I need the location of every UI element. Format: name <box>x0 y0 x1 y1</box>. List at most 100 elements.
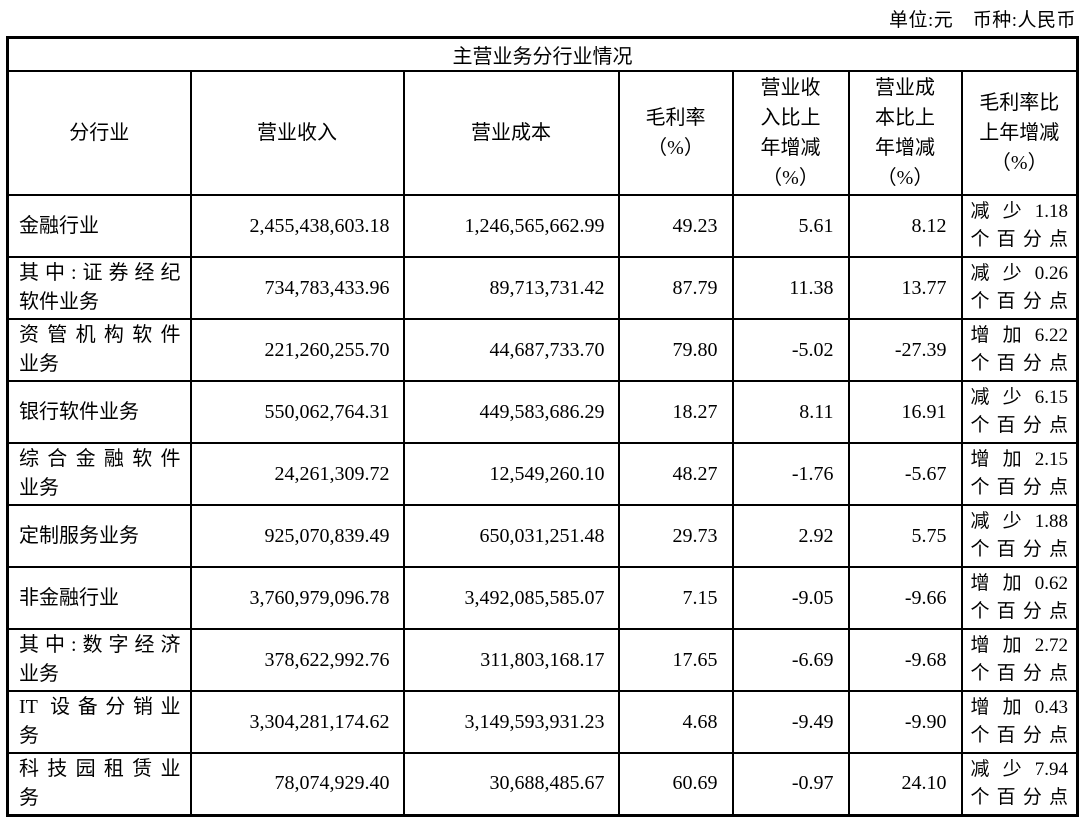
cell-cost-yoy: -9.68 <box>847 628 963 692</box>
industry-label-line: IT 设备分销业 <box>19 696 181 718</box>
cell-industry: 综合金融软件 业务 <box>6 442 192 506</box>
industry-label-line: 其中:证券经纪 <box>19 262 181 284</box>
table-body: 金融行业 2,455,438,603.18 1,246,565,662.99 49.2… <box>6 194 1079 816</box>
header-cost: 营业成本 <box>402 70 620 196</box>
table-row: 其中:数字经济 业务 378,622,992.76 311,803,168.17 17.… <box>6 628 1079 692</box>
cell-margin-yoy: 增加0.62 个百分点 <box>960 566 1079 630</box>
cell-margin: 7.15 <box>617 566 734 630</box>
cell-revenue-yoy: 11.38 <box>731 256 850 320</box>
cell-revenue: 550,062,764.31 <box>189 380 405 444</box>
industry-label-line: 软件业务 <box>19 291 99 313</box>
margin-yoy-line: 增加2.15 <box>970 449 1069 470</box>
industry-label-line: 业务 <box>19 477 59 499</box>
cell-revenue: 3,760,979,096.78 <box>189 566 405 630</box>
table-row: 定制服务业务 925,070,839.49 650,031,251.48 29.73 2… <box>6 504 1079 568</box>
cell-margin-yoy: 减少0.26 个百分点 <box>960 256 1079 320</box>
cell-revenue: 378,622,992.76 <box>189 628 405 692</box>
cell-cost: 12,549,260.10 <box>402 442 620 506</box>
cell-industry: 金融行业 <box>6 194 192 258</box>
cell-revenue: 925,070,839.49 <box>189 504 405 568</box>
cell-margin: 4.68 <box>617 690 734 754</box>
unit-currency-note: 单位:元 币种:人民币 <box>888 10 1076 31</box>
industry-label-line: 定制服务业务 <box>19 524 139 547</box>
cell-cost: 44,687,733.70 <box>402 318 620 382</box>
margin-yoy-line: 增加0.62 <box>970 573 1069 594</box>
cell-revenue: 3,304,281,174.62 <box>189 690 405 754</box>
margin-yoy-line: 个百分点 <box>970 415 1069 436</box>
table-row: 其中:证券经纪 软件业务 734,783,433.96 89,713,731.42 87… <box>6 256 1079 320</box>
industry-label-line: 资管机构软件 <box>19 324 181 346</box>
cell-cost-yoy: 5.75 <box>847 504 963 568</box>
margin-yoy-line: 个百分点 <box>970 353 1069 374</box>
industry-label-line: 业务 <box>19 353 59 375</box>
cell-margin-yoy: 减少1.88 个百分点 <box>960 504 1079 568</box>
margin-yoy-line: 减少7.94 <box>970 758 1069 780</box>
cell-margin: 48.27 <box>617 442 734 506</box>
cell-revenue: 2,455,438,603.18 <box>189 194 405 258</box>
industry-label-line: 业务 <box>19 663 59 685</box>
table-title: 主营业务分行业情况 <box>6 36 1079 72</box>
table-header-row: 分行业 营业收入 营业成本 毛利率（%） 营业收入比上年增减（%） 营业成本比上… <box>6 70 1079 196</box>
cell-revenue: 221,260,255.70 <box>189 318 405 382</box>
table-row: 综合金融软件 业务 24,261,309.72 12,549,260.10 48.27-… <box>6 442 1079 506</box>
cell-revenue-yoy: 8.11 <box>731 380 850 444</box>
margin-yoy-line: 个百分点 <box>970 663 1069 684</box>
cell-margin-yoy: 增加6.22 个百分点 <box>960 318 1079 382</box>
cell-cost-yoy: -5.67 <box>847 442 963 506</box>
cell-industry: IT 设备分销业务 <box>6 690 192 754</box>
cell-margin: 87.79 <box>617 256 734 320</box>
cell-margin-yoy: 增加2.15 个百分点 <box>960 442 1079 506</box>
cell-revenue-yoy: -9.49 <box>731 690 850 754</box>
cell-cost-yoy: 16.91 <box>847 380 963 444</box>
header-gross-margin: 毛利率（%） <box>617 70 734 196</box>
margin-yoy-line: 个百分点 <box>970 725 1069 746</box>
cell-cost-yoy: -9.66 <box>847 566 963 630</box>
cell-cost: 650,031,251.48 <box>402 504 620 568</box>
industry-label-line: 非金融行业 <box>19 586 119 609</box>
cell-industry: 其中:数字经济 业务 <box>6 628 192 692</box>
table-row: 资管机构软件 业务 221,260,255.70 44,687,733.70 79.80… <box>6 318 1079 382</box>
cell-margin: 60.69 <box>617 752 734 816</box>
industry-label-line: 务 <box>19 725 39 747</box>
header-revenue: 营业收入 <box>189 70 405 196</box>
header-cost-yoy: 营业成本比上年增减（%） <box>847 70 963 196</box>
industry-label-line: 综合金融软件 <box>19 448 181 470</box>
cell-industry: 非金融行业 <box>6 566 192 630</box>
margin-yoy-line: 个百分点 <box>970 786 1069 808</box>
cell-cost: 311,803,168.17 <box>402 628 620 692</box>
cell-cost-yoy: 24.10 <box>847 752 963 816</box>
table-row: 金融行业 2,455,438,603.18 1,246,565,662.99 49.2… <box>6 194 1079 258</box>
cell-industry: 资管机构软件 业务 <box>6 318 192 382</box>
cell-cost: 30,688,485.67 <box>402 752 620 816</box>
cell-margin: 49.23 <box>617 194 734 258</box>
cell-cost: 3,149,593,931.23 <box>402 690 620 754</box>
margin-yoy-line: 个百分点 <box>970 539 1069 560</box>
cell-margin: 17.65 <box>617 628 734 692</box>
cell-revenue: 24,261,309.72 <box>189 442 405 506</box>
cell-revenue-yoy: -6.69 <box>731 628 850 692</box>
industry-label-line: 银行软件业务 <box>19 400 139 423</box>
cell-industry: 科技园租赁业务 <box>6 752 192 816</box>
cell-revenue-yoy: 2.92 <box>731 504 850 568</box>
cell-margin-yoy: 减少7.94 个百分点 <box>960 752 1079 816</box>
industry-label-line: 科技园租赁业 <box>19 757 181 780</box>
header-industry: 分行业 <box>6 70 192 196</box>
cell-margin-yoy: 减少1.18 个百分点 <box>960 194 1079 258</box>
cell-revenue-yoy: -5.02 <box>731 318 850 382</box>
cell-revenue-yoy: -9.05 <box>731 566 850 630</box>
margin-yoy-line: 个百分点 <box>970 601 1069 622</box>
cell-margin: 18.27 <box>617 380 734 444</box>
cell-cost: 3,492,085,585.07 <box>402 566 620 630</box>
cell-industry: 定制服务业务 <box>6 504 192 568</box>
margin-yoy-line: 增加2.72 <box>970 635 1069 656</box>
industry-label-line: 金融行业 <box>19 214 99 237</box>
header-margin-yoy: 毛利率比上年增减（%） <box>960 70 1079 196</box>
cell-cost-yoy: -9.90 <box>847 690 963 754</box>
cell-cost-yoy: 13.77 <box>847 256 963 320</box>
cell-cost: 449,583,686.29 <box>402 380 620 444</box>
margin-yoy-line: 个百分点 <box>970 291 1069 312</box>
margin-yoy-line: 增加0.43 <box>970 697 1069 718</box>
margin-yoy-line: 减少0.26 <box>970 263 1069 284</box>
cell-revenue-yoy: -0.97 <box>731 752 850 816</box>
cell-margin-yoy: 增加2.72 个百分点 <box>960 628 1079 692</box>
